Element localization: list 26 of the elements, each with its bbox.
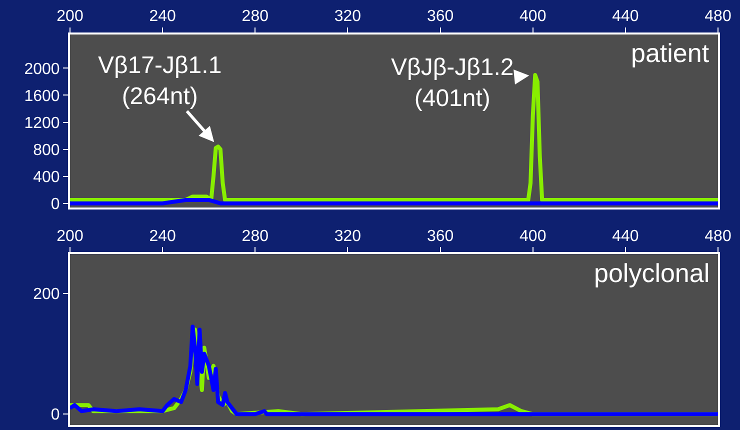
x-tick-label: 440 bbox=[612, 8, 639, 26]
x-tick-label: 320 bbox=[334, 228, 362, 245]
x-tick-label: 240 bbox=[149, 8, 176, 26]
annotation: Vβ17-Jβ1.1 (264nt) bbox=[98, 52, 222, 110]
y-tick-label: 1600 bbox=[24, 88, 60, 105]
annotation: VβJβ-Jβ1.2 (401nt) bbox=[391, 54, 514, 112]
chart-title: polyclonal bbox=[594, 258, 710, 288]
x-tick-label: 400 bbox=[520, 228, 546, 245]
x-tick-label: 440 bbox=[612, 228, 639, 245]
y-tick-label: 800 bbox=[33, 142, 60, 159]
x-tick-label: 400 bbox=[520, 8, 546, 26]
y-tick-label: 1200 bbox=[24, 114, 60, 132]
x-tick-label: 320 bbox=[334, 8, 362, 26]
x-tick-label: 280 bbox=[242, 8, 269, 26]
x-tick-label: 480 bbox=[704, 8, 732, 26]
y-tick-label: 200 bbox=[33, 286, 60, 303]
chart-title: patient bbox=[631, 38, 710, 68]
y-tick-label: 2000 bbox=[24, 60, 60, 78]
y-tick-label: 0 bbox=[50, 196, 60, 213]
x-tick-label: 480 bbox=[704, 228, 732, 245]
y-tick-label: 400 bbox=[33, 168, 60, 186]
x-tick-label: 360 bbox=[426, 8, 454, 26]
x-tick-label: 360 bbox=[426, 228, 454, 245]
y-tick-label: 0 bbox=[50, 406, 60, 424]
x-tick-label: 240 bbox=[149, 228, 176, 245]
x-tick-label: 280 bbox=[242, 228, 269, 245]
